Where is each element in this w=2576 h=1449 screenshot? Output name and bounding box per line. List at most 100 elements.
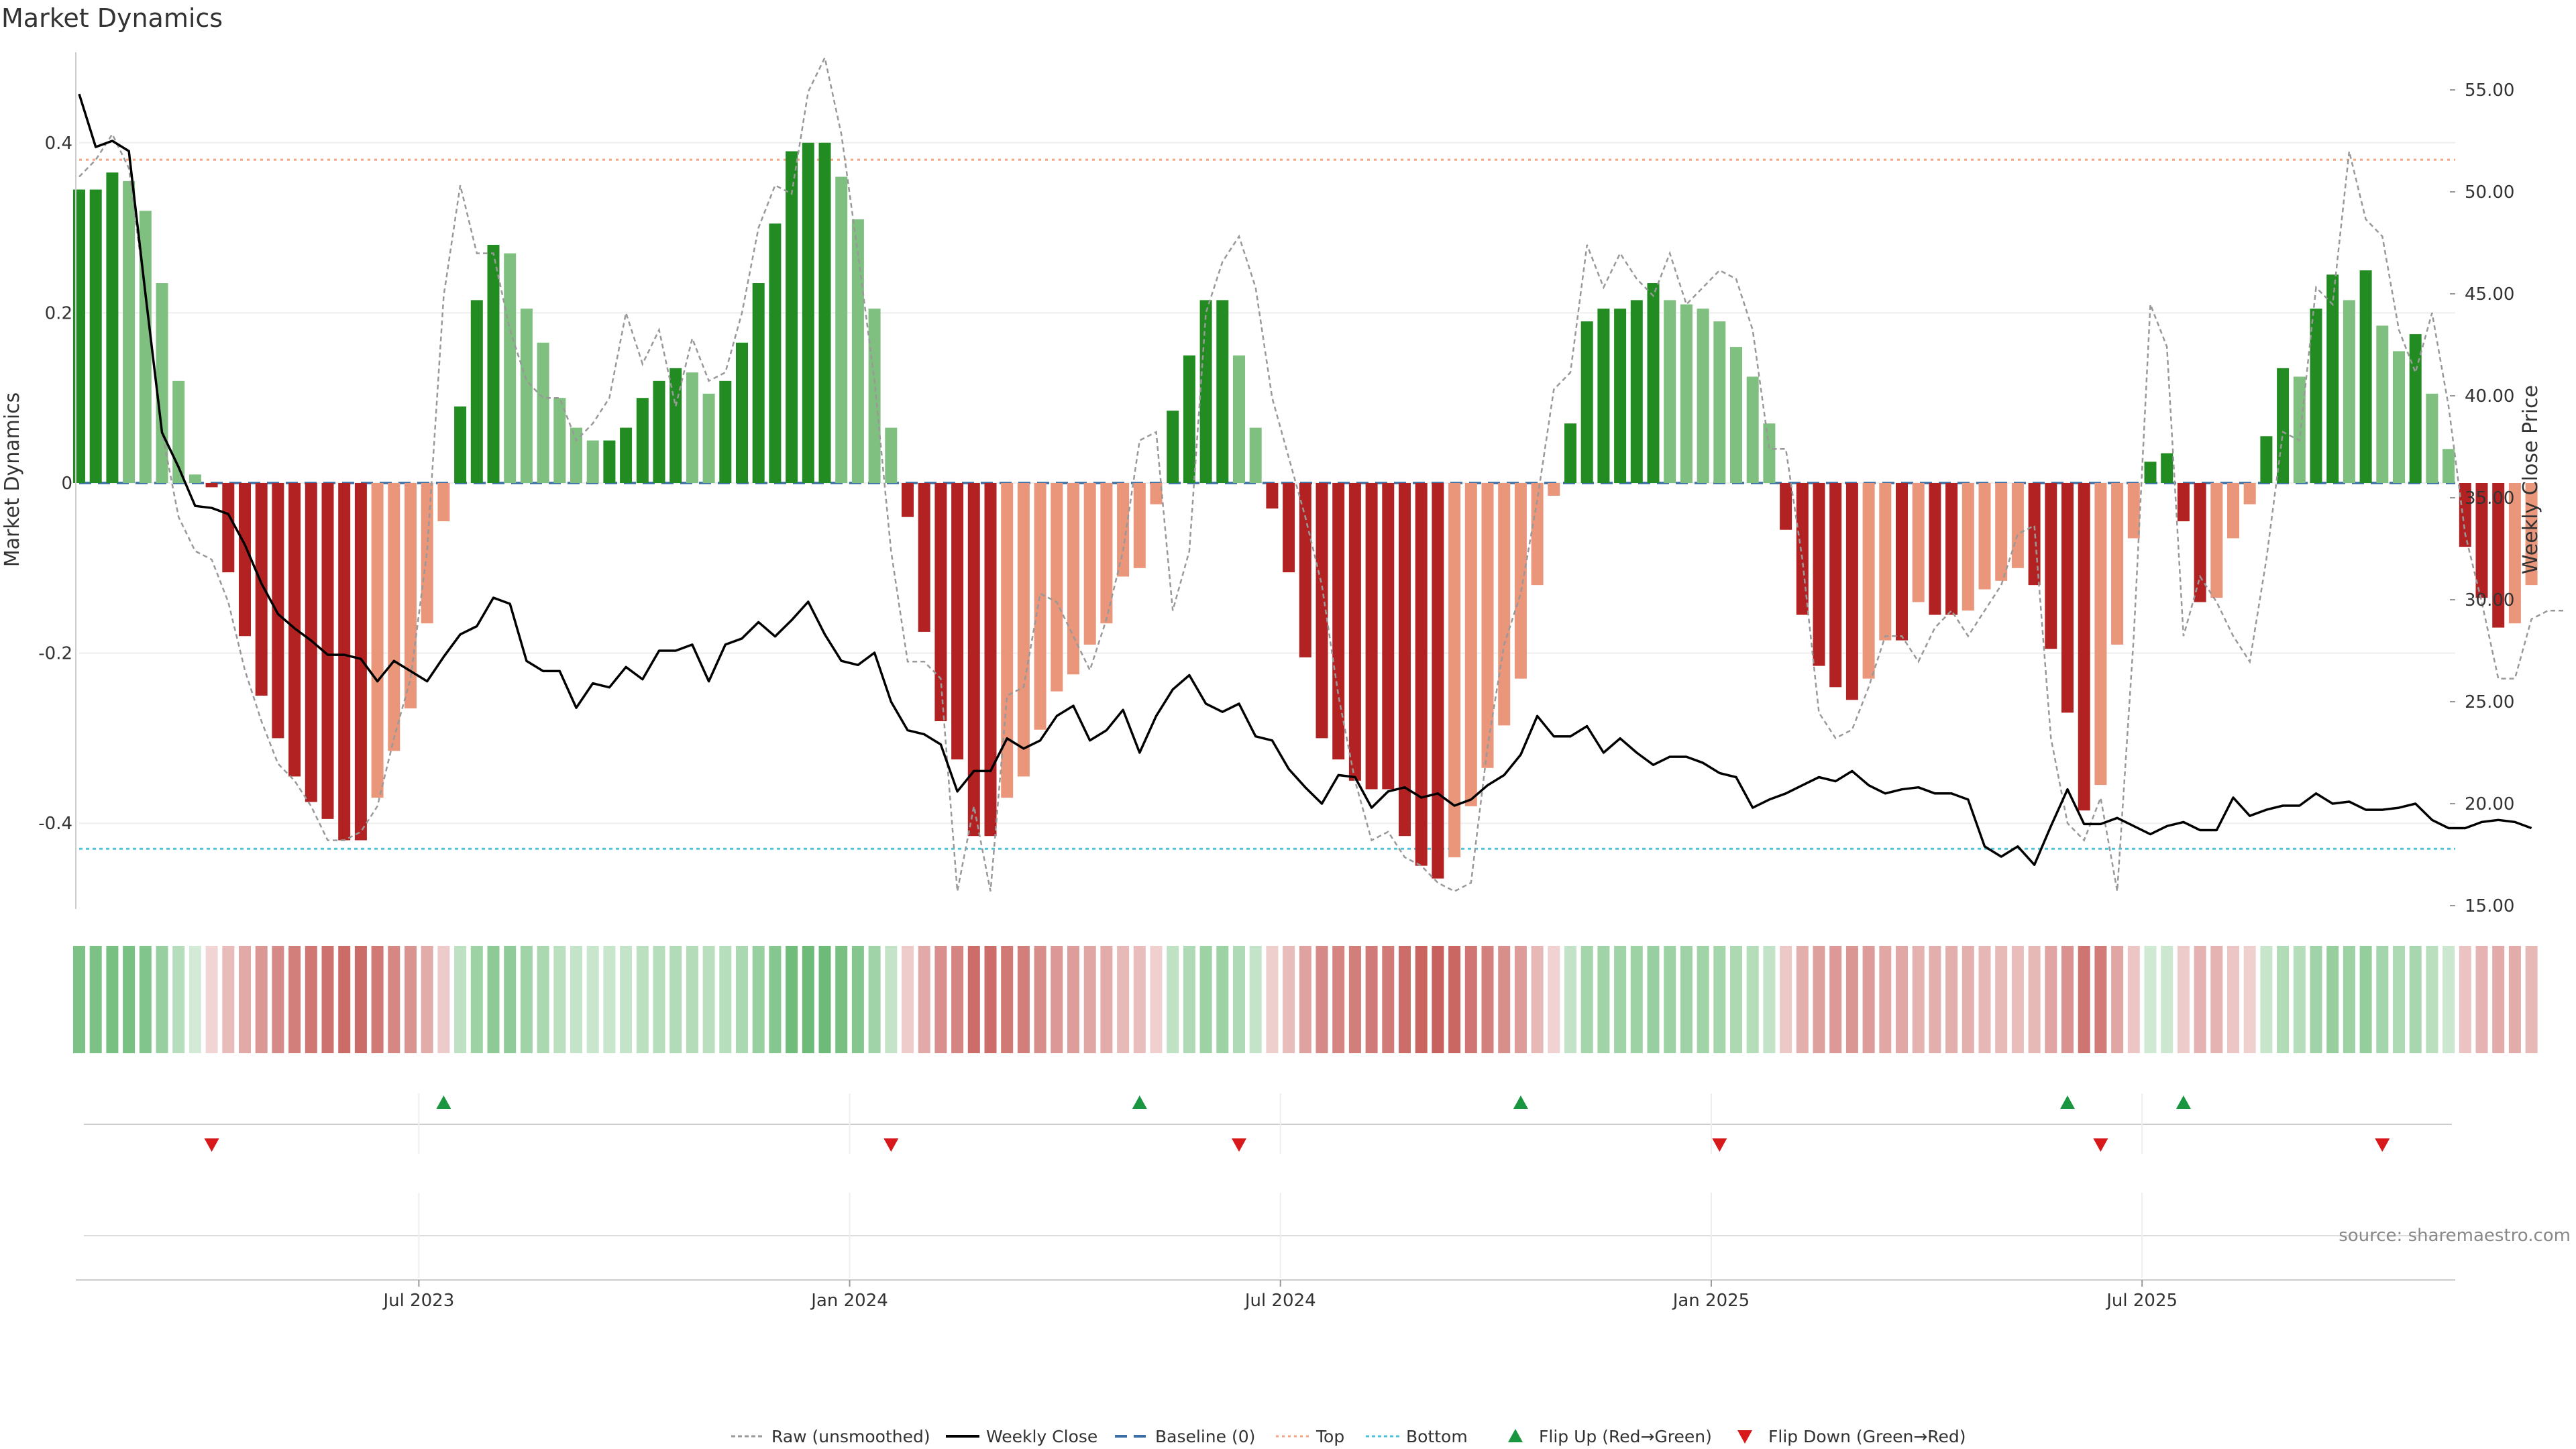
heat-cell bbox=[1962, 946, 1974, 1053]
dynamics-bar bbox=[1017, 483, 1030, 777]
dynamics-bar bbox=[1780, 483, 1792, 530]
heat-cell bbox=[586, 946, 599, 1053]
heat-cell bbox=[1266, 946, 1279, 1053]
right-tick-label: 45.00 bbox=[2465, 284, 2514, 305]
heat-cell bbox=[73, 946, 85, 1053]
heat-cell bbox=[2426, 946, 2438, 1053]
dynamics-bar bbox=[1233, 355, 1245, 483]
heat-cell bbox=[1299, 946, 1311, 1053]
heat-cell bbox=[205, 946, 218, 1053]
dynamics-bar bbox=[1995, 483, 2008, 581]
dynamics-bar bbox=[653, 380, 665, 483]
heat-cell bbox=[405, 946, 417, 1053]
heat-cell bbox=[1879, 946, 1892, 1053]
heat-cell bbox=[288, 946, 301, 1053]
heat-cell bbox=[1399, 946, 1411, 1053]
heat-cell bbox=[1249, 946, 1262, 1053]
chart-title: Market Dynamics bbox=[1, 3, 223, 33]
dynamics-bar bbox=[2310, 309, 2322, 483]
heat-cell bbox=[686, 946, 698, 1053]
x-tick-label: Jul 2025 bbox=[2105, 1291, 2178, 1311]
dynamics-bar bbox=[1100, 483, 1113, 624]
right-tick-label: 20.00 bbox=[2465, 794, 2514, 814]
heat-cell bbox=[1167, 946, 1179, 1053]
heat-cell bbox=[1348, 946, 1361, 1053]
dynamics-bar bbox=[2343, 300, 2355, 483]
heat-cell bbox=[752, 946, 765, 1053]
dynamics-bar bbox=[2475, 483, 2488, 598]
legend-label: Bottom bbox=[1406, 1427, 1468, 1446]
heat-cell bbox=[1067, 946, 1079, 1053]
heat-cell bbox=[1896, 946, 1908, 1053]
dynamics-bar bbox=[752, 283, 765, 483]
heat-cell bbox=[1813, 946, 1825, 1053]
heat-cell bbox=[1647, 946, 1660, 1053]
heat-cell bbox=[719, 946, 732, 1053]
heat-cell bbox=[1548, 946, 1560, 1053]
heat-cell bbox=[702, 946, 715, 1053]
dynamics-bar bbox=[1332, 483, 1345, 760]
heat-strip bbox=[73, 946, 2538, 1053]
dynamics-bar bbox=[2393, 351, 2405, 483]
heat-cell bbox=[603, 946, 616, 1053]
flip-up-marker bbox=[2060, 1095, 2075, 1109]
heat-cell bbox=[487, 946, 500, 1053]
legend-item-down: Flip Down (Green→Red) bbox=[1737, 1427, 1966, 1446]
heat-cell bbox=[272, 946, 284, 1053]
axes: 0.4 0.2 0 -0.2 -0.4 55.00 50.00 45.00 40.00 35.00… bbox=[38, 52, 2514, 916]
heat-cell bbox=[2045, 946, 2057, 1053]
heat-cell bbox=[2061, 946, 2074, 1053]
heat-cell bbox=[2078, 946, 2090, 1053]
heat-cell bbox=[89, 946, 102, 1053]
right-axis-label: Weekly Close Price bbox=[2519, 385, 2542, 574]
heat-cell bbox=[1233, 946, 1245, 1053]
dynamics-bar bbox=[338, 483, 351, 841]
left-tick-label: 0.4 bbox=[45, 133, 72, 154]
heat-cell bbox=[1845, 946, 1858, 1053]
dynamics-bar bbox=[769, 223, 782, 483]
heat-cell bbox=[2343, 946, 2355, 1053]
heat-cell bbox=[2293, 946, 2306, 1053]
dynamics-bar bbox=[2210, 483, 2223, 598]
heat-cell bbox=[902, 946, 914, 1053]
dynamics-bar bbox=[1763, 423, 1776, 483]
heat-cell bbox=[504, 946, 517, 1053]
heat-cell bbox=[2127, 946, 2140, 1053]
heat-cell bbox=[139, 946, 152, 1053]
dynamics-bar bbox=[1580, 321, 1593, 483]
dynamics-bar bbox=[1481, 483, 1494, 768]
dynamics-bar bbox=[239, 483, 251, 637]
heat-cell bbox=[1481, 946, 1494, 1053]
heat-cell bbox=[1464, 946, 1477, 1053]
flip-down-marker bbox=[1232, 1138, 1246, 1152]
flip-down-marker bbox=[2375, 1138, 2390, 1152]
heat-cell bbox=[255, 946, 268, 1053]
heat-cell bbox=[2161, 946, 2174, 1053]
dynamics-bar bbox=[586, 440, 599, 483]
dynamics-bar bbox=[835, 176, 848, 483]
dynamics-bar bbox=[1945, 483, 1958, 615]
dynamics-bar bbox=[1630, 300, 1643, 483]
raw-unsmoothed-line bbox=[78, 55, 2565, 893]
flip-up-marker bbox=[436, 1095, 451, 1109]
dynamics-bar bbox=[636, 398, 649, 483]
heat-cell bbox=[1730, 946, 1742, 1053]
heat-cell bbox=[570, 946, 582, 1053]
heat-cell bbox=[172, 946, 185, 1053]
dynamics-bar bbox=[388, 483, 400, 751]
dynamics-bar bbox=[1845, 483, 1858, 700]
dynamics-bar bbox=[2359, 270, 2372, 483]
dynamics-bar bbox=[2127, 483, 2140, 539]
dynamics-bar bbox=[984, 483, 997, 837]
dynamics-bar bbox=[1730, 347, 1742, 483]
dynamics-bars bbox=[73, 142, 2538, 879]
flip-up-marker bbox=[1132, 1095, 1147, 1109]
dynamics-bar bbox=[1001, 483, 1014, 798]
dynamics-bar bbox=[2508, 483, 2521, 624]
dynamics-bar bbox=[437, 483, 450, 522]
heat-cell bbox=[2011, 946, 2024, 1053]
heat-cell bbox=[868, 946, 881, 1053]
dynamics-bar bbox=[2061, 483, 2074, 713]
heat-cell bbox=[636, 946, 649, 1053]
